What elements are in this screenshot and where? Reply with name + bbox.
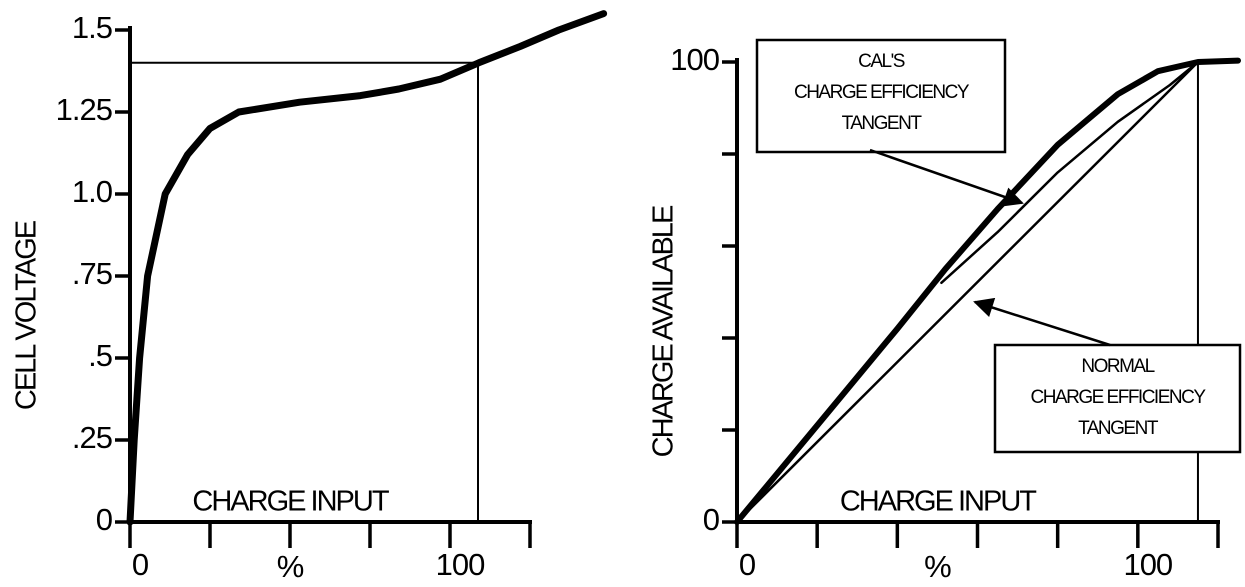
y-tick-label: .5: [88, 338, 112, 373]
data-line: [940, 60, 1200, 285]
annotation-box: [993, 343, 1242, 454]
chart-panel: 0 .25 .5 .75 1.0 1.25 1.5 0 100% CHARGE INPUT CELL…: [11, 10, 608, 584]
y-tick-label: 0: [96, 502, 113, 537]
y-tick-label: 1.5: [72, 10, 112, 45]
x-tick-label: 0: [132, 547, 149, 582]
x-unit-label: %: [277, 549, 304, 584]
annotation-text: CHARGE EFFICIENCY: [794, 82, 970, 103]
x-tick-label: 100: [1123, 547, 1172, 582]
y-tick-label: 1.25: [56, 92, 112, 127]
chart-panel: 0 100 0 100% CHARGE INPUT CHARGE AVAILABLE CAL…: [648, 38, 1242, 584]
x-tick-label: 100: [436, 547, 485, 582]
y-tick-label: .25: [72, 420, 112, 455]
annotation-text: TANGENT: [842, 113, 923, 134]
y-axis-label: CELL VOLTAGE: [11, 220, 43, 410]
annotation-text: CHARGE EFFICIENCY: [1030, 387, 1206, 408]
annotation-box: [755, 38, 1007, 154]
annotation-text: CAL'S: [858, 51, 905, 72]
y-tick-label: .75: [72, 256, 112, 291]
x-unit-label: %: [924, 549, 951, 584]
data-line: [126, 10, 608, 526]
y-tick-label: 100: [670, 42, 719, 77]
x-axis-label: CHARGE INPUT: [192, 486, 389, 518]
annotation-text: NORMAL: [1081, 356, 1154, 377]
x-tick-label: 0: [739, 547, 756, 582]
annotation-text: TANGENT: [1078, 418, 1159, 439]
y-axis-label: CHARGE AVAILABLE: [648, 205, 680, 457]
annotation-arrow: [973, 297, 1111, 347]
data-line: [735, 60, 1200, 524]
annotation-arrow: [869, 148, 1024, 207]
y-tick-label: 0: [703, 502, 720, 537]
y-tick-label: 1.0: [72, 174, 113, 209]
data-line: [734, 57, 1241, 525]
x-axis-label: CHARGE INPUT: [840, 486, 1037, 518]
